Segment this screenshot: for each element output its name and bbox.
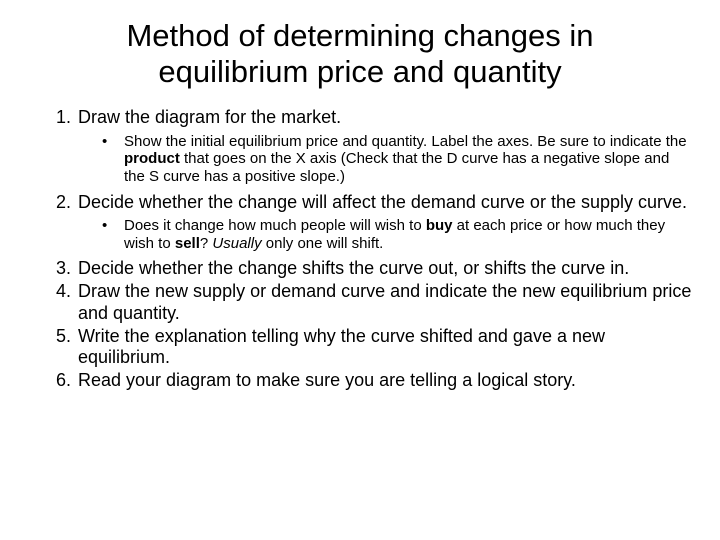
list-item: Write the explanation telling why the cu… bbox=[76, 326, 692, 368]
list-item: Draw the new supply or demand curve and … bbox=[76, 281, 692, 323]
method-list: Draw the diagram for the market.Show the… bbox=[76, 107, 692, 391]
sub-list: Show the initial equilibrium price and q… bbox=[102, 133, 692, 186]
sub-list-item: Does it change how much people will wish… bbox=[102, 217, 692, 252]
slide-title: Method of determining changes in equilib… bbox=[28, 18, 692, 89]
list-item: Decide whether the change will affect th… bbox=[76, 192, 692, 253]
list-item: Draw the diagram for the market.Show the… bbox=[76, 107, 692, 185]
list-item: Read your diagram to make sure you are t… bbox=[76, 370, 692, 391]
sub-list: Does it change how much people will wish… bbox=[102, 217, 692, 252]
list-item: Decide whether the change shifts the cur… bbox=[76, 258, 692, 279]
sub-list-item: Show the initial equilibrium price and q… bbox=[102, 133, 692, 186]
